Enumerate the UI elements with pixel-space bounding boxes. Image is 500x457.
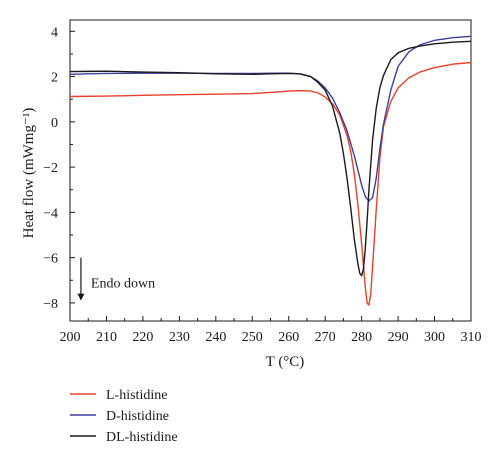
y-tick-label: −4	[43, 206, 58, 221]
y-tick-label: 2	[51, 71, 58, 86]
y-tick-label: 4	[51, 25, 58, 40]
x-tick-label: 310	[461, 330, 482, 345]
legend-label: D-histidine	[106, 409, 169, 424]
legend: L-histidine D-histidine DL-histidine	[70, 388, 178, 445]
x-tick-label: 270	[315, 330, 336, 345]
series-line-l-histidine	[69, 61, 472, 306]
y-tick-label: 0	[51, 116, 58, 131]
y-tick-label: −8	[43, 297, 58, 312]
x-axis-label: T (°C)	[266, 354, 305, 370]
y-tick-label: −6	[43, 252, 58, 267]
x-tick-label: 210	[96, 330, 117, 345]
annotation-arrow-head	[77, 293, 85, 301]
x-tick-label: 290	[388, 330, 409, 345]
curves	[69, 35, 472, 306]
x-tick-label: 260	[278, 330, 299, 345]
annotation-text: Endo down	[91, 277, 155, 292]
x-tick-label: 240	[205, 330, 226, 345]
x-tick-label: 300	[424, 330, 445, 345]
endo-down-annotation: Endo down	[77, 257, 155, 301]
x-tick-label: 280	[351, 330, 372, 345]
x-tick-label: 220	[132, 330, 153, 345]
x-tick-label: 200	[60, 330, 81, 345]
x-axis-ticks: 200 210 220 230 240 250 260 270 280 290 300 310	[60, 316, 482, 345]
legend-label: DL-histidine	[106, 430, 178, 445]
y-axis-label: Heat flow (mWmg⁻¹)	[21, 108, 37, 239]
x-tick-label: 250	[242, 330, 263, 345]
y-axis-ticks: 4 2 0 −2 −4 −6 −8	[43, 25, 75, 312]
series-line-dl-histidine	[69, 40, 472, 277]
x-tick-label: 230	[169, 330, 190, 345]
y-tick-label: −2	[43, 161, 58, 176]
legend-label: L-histidine	[106, 388, 167, 403]
